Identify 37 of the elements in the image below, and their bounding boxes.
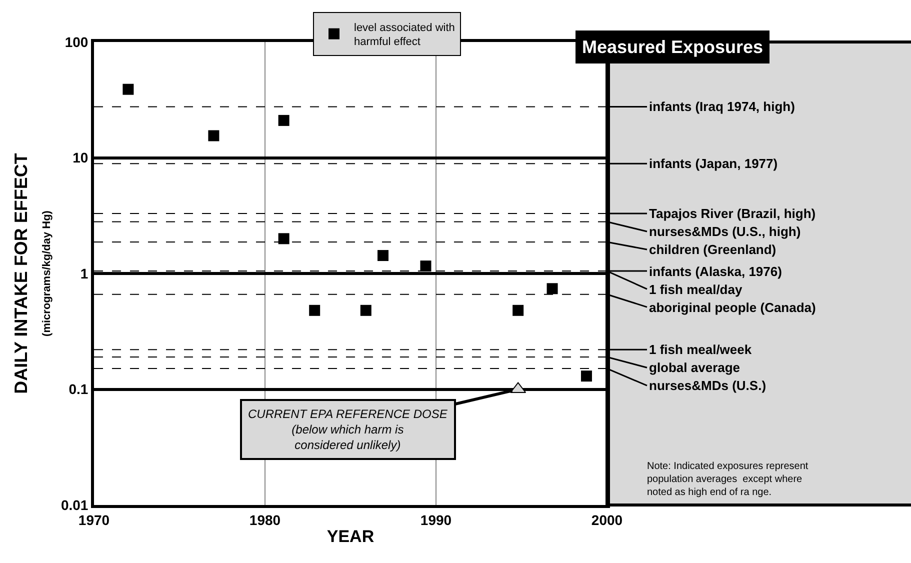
y-tick-label: 0.1	[68, 381, 88, 398]
ref-line-label: 1 fish meal/day	[649, 282, 743, 297]
point	[360, 304, 372, 316]
x-axis-title: YEAR	[326, 527, 374, 546]
y-tick-label: 1	[80, 265, 88, 282]
x-tick-label: 2000	[591, 512, 623, 528]
ref-line-label: children (Greenland)	[649, 242, 776, 257]
y-tick-label: 100	[64, 34, 88, 50]
text: Measured Exposures	[582, 37, 764, 57]
ref-line-label: infants (Iraq 1974, high)	[649, 99, 795, 114]
point	[278, 233, 290, 244]
ref-line-label: Tapajos River (Brazil, high)	[649, 206, 816, 221]
x-tick-label: 1990	[420, 512, 452, 528]
ref-line-label: infants (Alaska, 1976)	[649, 264, 782, 279]
y-tick-label: 10	[72, 150, 88, 166]
y-tick-label: 0.01	[60, 496, 88, 513]
point	[122, 84, 134, 95]
legend-label: level associated with harmful effect	[354, 22, 455, 48]
point	[420, 260, 432, 272]
ref-line-label: nurses&MDs (U.S., high)	[649, 224, 801, 239]
ref-line-label: infants (Japan, 1977)	[649, 156, 778, 171]
legend-label: aboriginal people (Canada)	[649, 300, 816, 315]
point	[208, 130, 220, 142]
point	[512, 304, 524, 316]
point	[377, 250, 388, 262]
ref-line-label: 1 fish meal/week	[649, 342, 752, 357]
ref-line-label: global average	[649, 360, 740, 375]
point	[278, 114, 290, 126]
y-axis-title: DAILY INTAKE FOR EFFECT (micrograms/kg/day Hg)	[10, 153, 54, 394]
text: Note: Indicated exposures represent population averages except where noted as high end of ra nge.	[647, 461, 808, 498]
x-tick-label: 1970	[78, 512, 110, 528]
point	[309, 304, 320, 316]
annotation: CURRENT EPA REFERENCE DOSE (below which harm is considered unlikely)	[248, 407, 448, 452]
x-tick-label: 1980	[249, 512, 281, 528]
point	[546, 283, 558, 294]
legend-label: nurses&MDs (U.S.)	[649, 378, 766, 393]
point	[580, 370, 592, 382]
